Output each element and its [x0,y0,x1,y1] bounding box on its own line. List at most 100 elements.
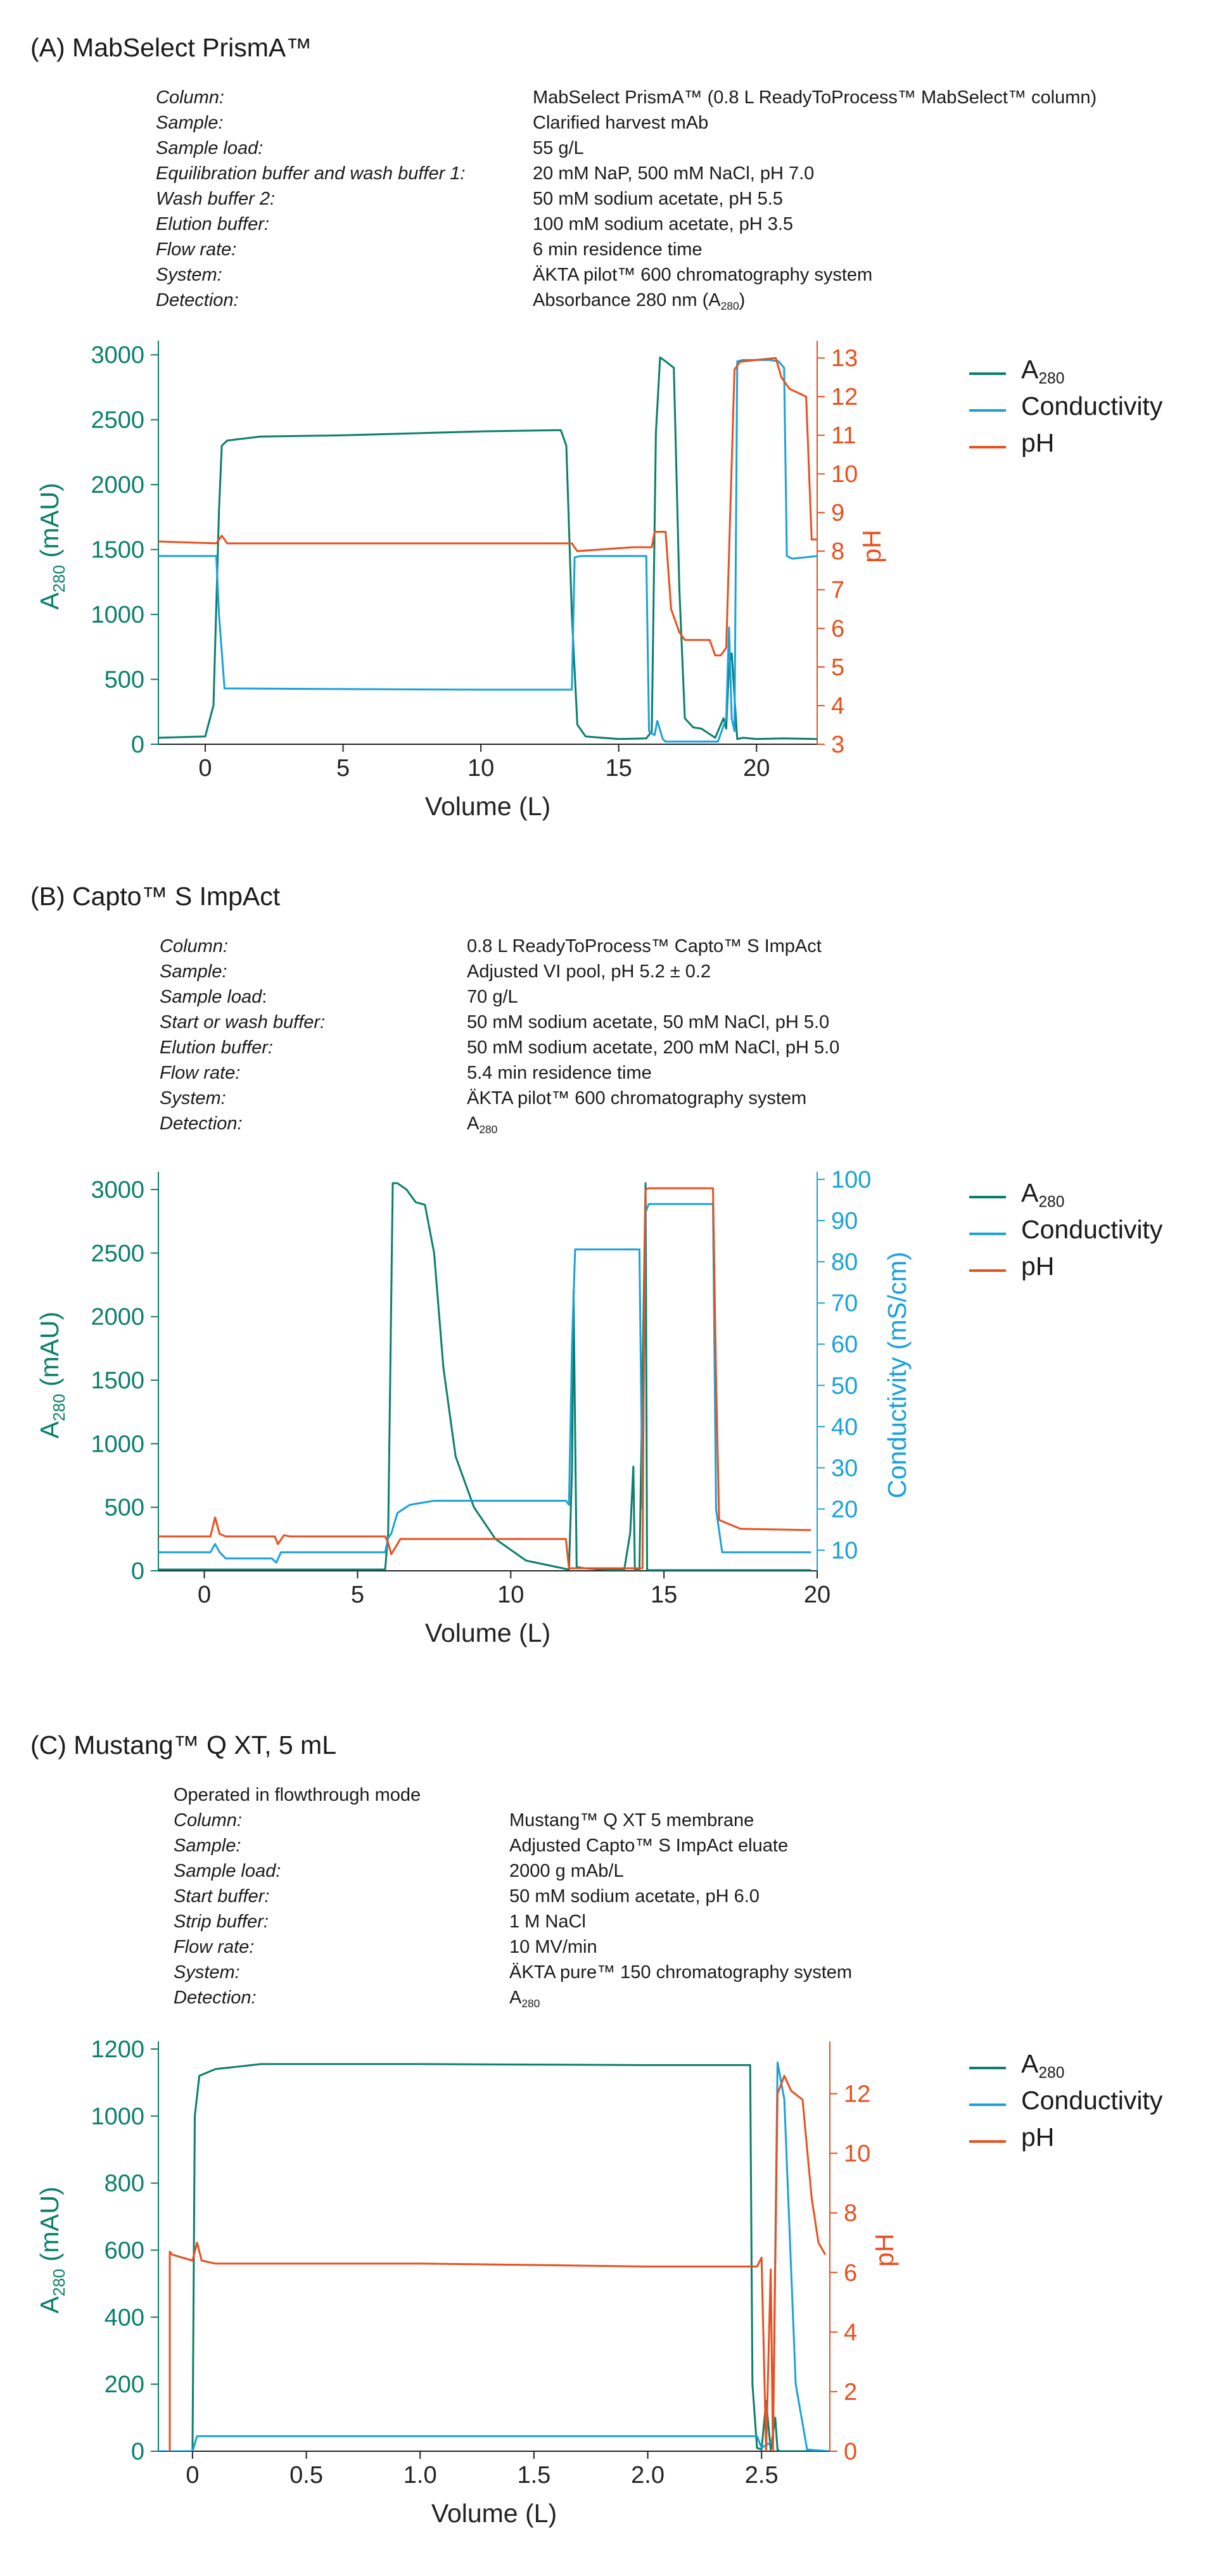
y-left-axis-label: A280 (mAU) [35,483,68,610]
y-left-axis-label-tail: (mAU) [35,1312,64,1394]
condition-label: Wash buffer 2: [156,189,276,209]
condition-row: Strip buffer: 1 M NaCl [174,1909,1187,1934]
y-right-tick-label: 13 [831,345,858,372]
y-right-axis-label: pH [870,2233,899,2266]
legend-label: Conductivity [1021,1215,1163,1244]
y-left-axis-label: A280 (mAU) [35,1312,68,1439]
condition-row: Flow rate: 5.4 min residence time [160,1060,1173,1086]
condition-label: Equilibration buffer and wash buffer 1: [156,163,466,184]
y-right-axis-label: pH [857,530,886,562]
x-tick-label: 10 [497,1582,524,1608]
plot-area [158,356,817,743]
condition-row: Detection: A280 [160,1111,1173,1136]
condition-label: Sample load: [156,138,264,158]
legend-label: A280 [1021,1178,1065,1211]
condition-value: 6 min residence time [533,239,703,260]
y-left-tick-label: 200 [105,2371,144,2398]
condition-row: Sample load: 55 g/L [156,136,1169,161]
y-left-tick-label: 3000 [91,342,144,369]
condition-row: Elution buffer: 100 mM sodium acetate, pH… [156,212,1169,237]
condition-label: Start or wash buffer: [160,1012,326,1032]
legend-swatch [969,1269,1006,1272]
legend-label: pH [1021,1252,1055,1281]
y-left-tick-label: 0 [131,732,144,758]
conditions-intro: Operated in flowthrough mode [174,1785,421,1805]
x-axis-label: Volume (L) [431,2499,557,2528]
condition-row: Start buffer: 50 mM sodium acetate, pH 6.… [174,1884,1187,1909]
section-c-conditions: Operated in flowthrough mode Column: Musta… [174,1782,1187,2010]
y-left-axis-label-main: A [35,592,64,610]
legend-swatch [969,2140,1006,2143]
condition-value: 100 mM sodium acetate, pH 3.5 [533,214,794,234]
y-right-tick-label: 5 [831,654,844,681]
section-a-conditions: Column: MabSelect PrismA™ (0.8 L ReadyToP… [156,85,1169,313]
condition-value-sub: 280 [479,1123,498,1136]
y-left-axis-label: A280 (mAU) [35,2186,68,2314]
condition-value: 0.8 L ReadyToProcess™ Capto™ S ImpAct [467,936,822,956]
y-right-tick-label: 10 [844,2141,870,2167]
condition-label: Detection: [174,1988,257,2008]
condition-row: Sample load: 2000 g mAb/L [174,1858,1187,1884]
x-tick-label: 1.5 [517,2462,550,2489]
legend-label: pH [1021,428,1055,457]
condition-value-sub: 280 [521,1997,540,2010]
y-right-tick-label: 20 [831,1496,858,1523]
condition-label: Sample: [160,961,227,982]
y-right-tick-label: 40 [831,1414,858,1440]
condition-label: Flow rate: [160,1063,241,1083]
condition-row: System: ÄKTA pilot™ 600 chromatography sy… [156,262,1169,288]
x-tick-label: 15 [651,1582,677,1608]
y-left-tick-label: 1000 [91,2103,144,2130]
y-right-tick-label: 12 [844,2081,870,2108]
x-tick-label: 0 [186,2462,199,2489]
condition-label: Sample load: [174,1861,281,1881]
series-a280-line [158,2063,830,2451]
y-left-axis-label-sub: 280 [49,565,68,592]
x-tick-label: 1.0 [404,2462,437,2489]
y-left-tick-label: 1500 [91,537,144,564]
condition-row: Column: MabSelect PrismA™ (0.8 L ReadyToP… [156,85,1169,110]
condition-row: Detection: A280 [174,1985,1187,2010]
y-left-axis-label-tail: (mAU) [35,483,64,565]
condition-row: Sample: Adjusted Capto™ S ImpAct eluate [174,1833,1187,1858]
y-left-tick-label: 1200 [91,2036,144,2063]
y-left-tick-label: 500 [105,1495,144,1521]
condition-value: MabSelect PrismA™ (0.8 L ReadyToProcess™… [533,87,1097,108]
y-right-tick-label: 3 [831,732,844,758]
condition-label: Flow rate: [174,1937,255,1957]
condition-label: Elution buffer: [160,1037,273,1058]
condition-value: Adjusted VI pool, pH 5.2 ± 0.2 [467,961,711,982]
y-left-tick-label: 3000 [91,1177,144,1203]
x-tick-label: 0 [198,755,212,782]
legend-swatch [969,409,1006,412]
y-left-tick-label: 1000 [91,1431,144,1457]
y-right-tick-label: 6 [844,2260,857,2287]
x-tick-label: 2.5 [745,2462,779,2489]
condition-row: Sample: Adjusted VI pool, pH 5.2 ± 0.2 [160,959,1173,984]
condition-value: 50 mM sodium acetate, 200 mM NaCl, pH 5.… [467,1037,840,1058]
condition-label: Detection: [160,1114,243,1134]
legend-label-sub: 280 [1038,370,1065,388]
y-right-axis-label: Conductivity (mS/cm) [882,1252,912,1499]
chart-a: 0 5 10 15 20 0 500 1000 1500 2000 2500 3000 3 4 5 6 7 8 9 1… [35,341,886,821]
y-left-tick-label: 1000 [91,602,144,628]
y-right-tick-label: 12 [831,384,858,410]
legend-label-sub: 280 [1038,1193,1065,1211]
condition-value: Mustang™ Q XT 5 membrane [509,1810,754,1830]
x-tick-label: 0 [198,1582,211,1608]
y-right-tick-label: 70 [831,1290,858,1317]
y-right-tick-label: 2 [844,2379,857,2406]
y-right-tick-label: 60 [831,1331,858,1358]
y-right-tick-label: 0 [844,2439,857,2465]
x-tick-label: 0.5 [289,2462,323,2489]
x-tick-label: 5 [351,1582,364,1608]
y-right-tick-label: 4 [844,2319,857,2346]
condition-row: System: ÄKTA pilot™ 600 chromatography sy… [160,1086,1173,1111]
section-b-conditions: Column: 0.8 L ReadyToProcess™ Capto™ S Im… [160,934,1173,1136]
legend-label: A280 [1021,355,1065,388]
condition-label: Elution buffer: [156,214,269,234]
x-tick-label: 20 [743,755,770,782]
x-tick-label: 5 [336,755,350,782]
condition-row: Column: 0.8 L ReadyToProcess™ Capto™ S Im… [160,934,1173,959]
condition-label: System: [160,1088,226,1108]
